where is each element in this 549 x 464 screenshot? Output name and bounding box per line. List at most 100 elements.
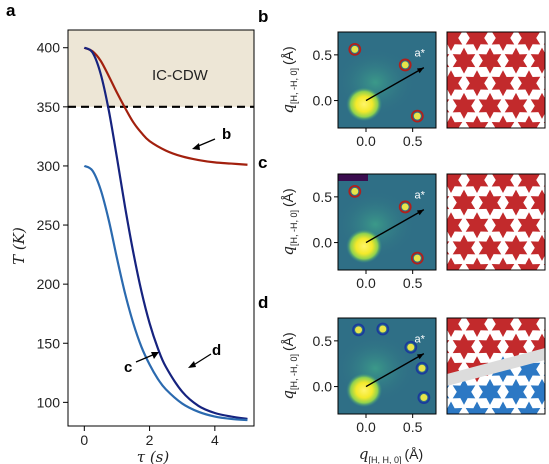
x-tick-label: 0.5 [403, 275, 423, 291]
curve-label-b: b [222, 126, 231, 143]
panel-b-pattern-frame [446, 31, 546, 129]
cdw-star [427, 144, 450, 170]
cdw-peak-ring [404, 340, 418, 354]
cdw-star [491, 257, 515, 270]
cdw-star [465, 115, 489, 128]
y-tick-label: 150 [37, 335, 61, 351]
cdw-star [478, 333, 502, 360]
cdw-peak [420, 394, 428, 402]
cdw-star [530, 92, 545, 119]
panel-c-heatmap: a* [338, 174, 436, 270]
cdw-star [491, 318, 515, 337]
panel-b-heatmap: a* [338, 32, 436, 128]
panel-letter-c: c [258, 153, 267, 172]
cdw-peak-ring [352, 323, 365, 337]
cdw-peak [407, 343, 415, 351]
curve-label-d-group: d [188, 342, 221, 368]
cdw-star [479, 424, 502, 450]
y-tick-label: 200 [37, 276, 61, 292]
cdw-star [479, 144, 502, 170]
panel-a-series [83, 46, 248, 422]
cdw-peak [401, 61, 409, 69]
cdw-star [531, 144, 549, 170]
cdw-peak-ring [417, 391, 431, 404]
cdw-star [452, 234, 476, 261]
cdw-star [478, 47, 502, 74]
y-tick-label: 0.5 [313, 333, 333, 349]
cdw-star [504, 92, 528, 119]
reciprocal-vector-arrow [365, 353, 425, 388]
cdw-peak [401, 203, 409, 211]
cdw-star [427, 138, 450, 164]
y-tick-label: 350 [37, 99, 61, 115]
cdw-star [447, 318, 463, 337]
cdw-star [453, 144, 476, 170]
cdw-star [504, 234, 528, 261]
cdw-star [465, 212, 489, 239]
central-bragg-spot [346, 229, 383, 264]
cdw-star [517, 32, 541, 51]
cdw-star [517, 70, 541, 97]
panel-b-heatmap-group: a* 0.0 0.5 0.0 0.5 q[H, -H, 0](Å) [279, 2, 546, 164]
panel-a-ylabel: T (K) [10, 227, 28, 265]
cdw-star [452, 92, 476, 119]
panel-a-frame [67, 29, 255, 427]
cdw-star [530, 234, 545, 261]
cdw-star [453, 138, 476, 164]
x-tick-label: 0.5 [403, 419, 423, 435]
central-bragg-spot [346, 373, 383, 408]
y-tick-label: 300 [37, 158, 61, 174]
panel-letter-d: d [258, 293, 268, 312]
cdw-peak-ring [410, 109, 424, 123]
cdw-star [479, 2, 502, 28]
heatmap-xlabel: q[H, H, 0] (Å) [359, 445, 423, 464]
cdw-star [530, 378, 545, 405]
central-bragg-spot [346, 87, 383, 122]
cdw-star [491, 212, 515, 239]
cdw-star [479, 288, 502, 314]
cdw-peak-ring [376, 322, 390, 336]
cdw-peak-ring [398, 200, 412, 214]
cdw-star [530, 189, 545, 216]
heatmap-ylabel: q[H, -H, 0](Å) [279, 188, 299, 255]
cdw-star [465, 318, 489, 337]
panel-letter-b: b [258, 7, 268, 26]
vector-label: a* [415, 48, 426, 60]
panel-d-frame [337, 317, 437, 415]
panel-a-ticks: 100 150 200 250 300 350 400 0 2 4 [37, 40, 219, 448]
cdw-star [453, 280, 476, 306]
domain-wall [447, 348, 545, 386]
curve-label-c: c [124, 359, 132, 376]
cdw-peak [351, 187, 359, 195]
ic-cdw-label: IC-CDW [152, 67, 209, 84]
panel-c-heatmap-group: a* 0.0 0.5 0.0 0.5 q[H, -H, 0](Å) [279, 144, 549, 306]
cdw-star [447, 115, 463, 128]
cdw-star [427, 288, 450, 314]
reciprocal-vector-arrow [365, 209, 425, 244]
cdw-star [478, 234, 502, 261]
panel-d-star-pattern [427, 288, 545, 450]
cdw-star [517, 401, 541, 414]
cdw-peak-ring [415, 361, 429, 375]
cdw-star [504, 47, 528, 74]
cdw-star [505, 144, 528, 170]
panel-c-frame [337, 173, 437, 271]
series-line-d [83, 46, 248, 420]
cdw-star [453, 2, 476, 28]
x-tick-label: 0.0 [356, 133, 376, 149]
panel-c-star-pattern [427, 144, 549, 306]
cdw-star [479, 138, 502, 164]
cdw-star [447, 212, 463, 239]
cdw-star [453, 288, 476, 314]
cdw-star [465, 32, 489, 51]
series-line-c [83, 164, 248, 422]
cdw-star [447, 32, 463, 51]
panel-b-star-pattern [427, 2, 545, 164]
cdw-star [531, 280, 549, 306]
cdw-star [505, 280, 528, 306]
cdw-star [427, 280, 450, 306]
cdw-star [517, 318, 541, 337]
cdw-star [505, 424, 528, 450]
y-tick-label: 0.5 [313, 47, 333, 63]
cdw-peak-ring [398, 58, 412, 72]
